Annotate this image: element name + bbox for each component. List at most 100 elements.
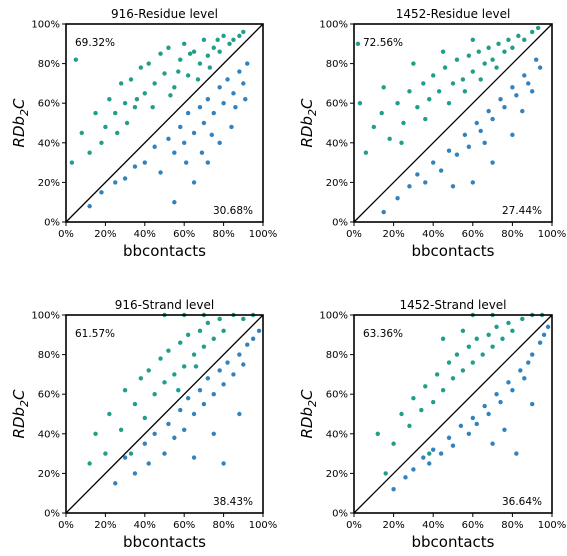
data-point (150, 104, 155, 110)
data-point (381, 209, 386, 215)
data-point (526, 360, 531, 365)
data-point (371, 124, 376, 130)
data-point (191, 49, 197, 54)
data-point (211, 110, 216, 116)
data-point (436, 89, 442, 94)
series-above (355, 25, 541, 155)
data-point (427, 97, 432, 102)
data-point (427, 461, 432, 466)
data-point (470, 360, 475, 365)
data-point (215, 37, 220, 43)
data-point (462, 89, 468, 94)
data-point (178, 124, 183, 130)
data-point (431, 160, 436, 165)
data-point (506, 37, 511, 43)
x-tick-label: 20% (94, 229, 116, 240)
data-point (221, 461, 226, 466)
diagonal-line (353, 314, 553, 514)
data-point (229, 124, 234, 130)
data-point (478, 77, 483, 82)
data-point (460, 368, 466, 373)
data-point (454, 352, 460, 357)
data-point (158, 356, 163, 361)
x-tick-label: 20% (94, 520, 116, 531)
data-point (142, 160, 147, 165)
data-point (431, 73, 436, 78)
y-tick-label: 0% (44, 509, 60, 520)
x-tick-label: 0% (346, 229, 362, 240)
data-point (535, 25, 541, 31)
data-point (537, 340, 543, 345)
data-point (399, 140, 404, 145)
data-point (221, 328, 226, 334)
data-point (530, 29, 535, 35)
data-point (502, 49, 507, 54)
data-point (118, 427, 124, 433)
data-point (510, 132, 515, 138)
data-point (152, 81, 157, 86)
y-tick-label: 80% (326, 350, 348, 361)
data-point (423, 116, 428, 122)
series-below (381, 57, 543, 215)
series-below (113, 328, 262, 486)
data-point (191, 411, 197, 417)
data-point (440, 388, 446, 393)
y-tick-label: 0% (332, 218, 348, 229)
data-point (486, 45, 491, 50)
below-diagonal-percent: 30.68% (213, 205, 253, 217)
data-point (199, 150, 205, 155)
data-point (231, 91, 236, 96)
data-point (225, 77, 230, 82)
above-diagonal-percent: 61.57% (75, 328, 115, 340)
data-point (113, 180, 118, 185)
data-point (423, 180, 428, 185)
panel-2: 1452-Residue level 0% 20% 40% 60% 80% 100% 0% 20… (298, 7, 566, 260)
data-point (530, 89, 535, 94)
data-point (172, 435, 177, 440)
data-point (146, 61, 151, 66)
data-point (490, 116, 495, 122)
data-point (217, 368, 222, 373)
data-point (530, 401, 535, 407)
data-point (462, 132, 468, 138)
data-point (178, 57, 183, 62)
panel-1: 916-Residue level 0% 20% 40% 60% 80% 100% 0% 20%… (10, 7, 277, 260)
y-tick-label: 40% (326, 138, 348, 149)
data-point (411, 395, 416, 401)
y-tick-label: 60% (326, 99, 348, 110)
data-point (172, 372, 177, 377)
data-point (191, 180, 197, 185)
data-point (490, 57, 495, 62)
data-point (122, 101, 128, 106)
y-tick-label: 40% (38, 429, 60, 440)
diagonal-line (353, 23, 553, 223)
data-point (383, 471, 388, 476)
y-tick-label: 40% (326, 429, 348, 440)
data-point (243, 97, 248, 102)
plot-frame (353, 23, 553, 223)
data-point (107, 411, 112, 417)
data-point (482, 61, 487, 66)
data-point (87, 461, 92, 466)
data-point (201, 37, 207, 43)
data-point (407, 184, 412, 189)
data-point (450, 376, 456, 381)
data-point (231, 372, 236, 377)
data-point (87, 203, 92, 209)
y-tick-label: 80% (326, 59, 348, 70)
data-point (107, 97, 112, 102)
data-point (197, 61, 203, 66)
x-tick-label: 40% (422, 229, 444, 240)
data-point (146, 461, 151, 466)
data-point (466, 344, 472, 349)
data-point (217, 49, 222, 54)
data-point (530, 352, 535, 357)
data-point (490, 441, 495, 446)
data-point (250, 336, 256, 341)
data-point (191, 352, 197, 357)
data-point (191, 455, 197, 460)
data-point (178, 407, 183, 413)
data-point (522, 37, 527, 43)
data-point (470, 415, 475, 421)
